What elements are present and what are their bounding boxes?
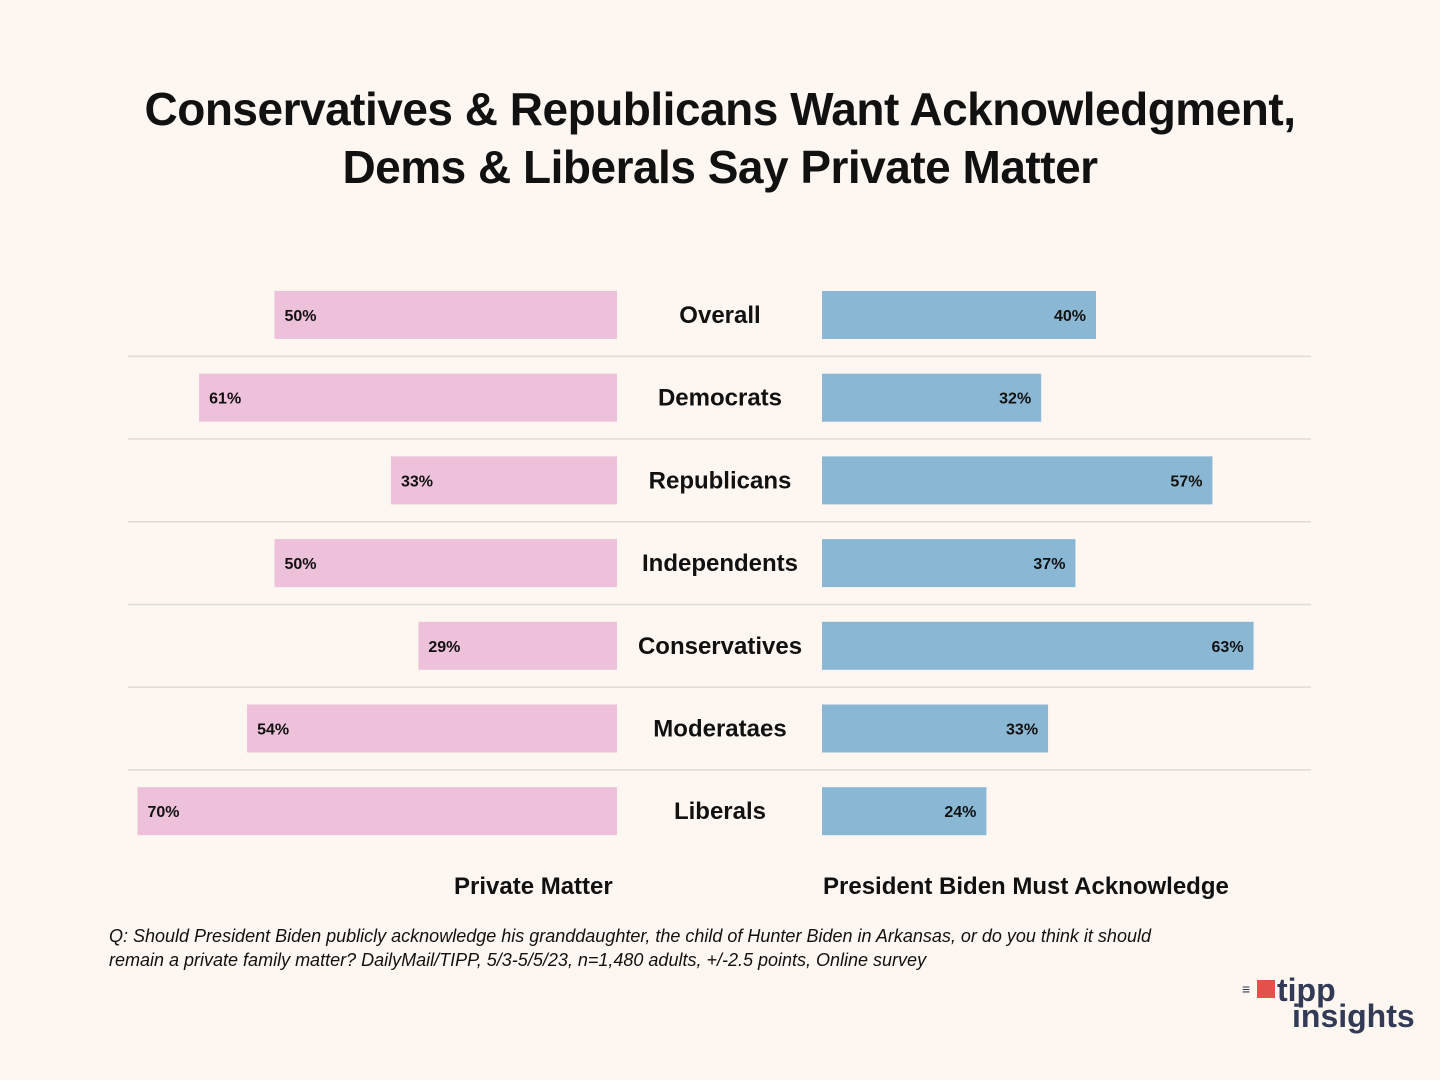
value-label-acknowledge: 24% (944, 804, 976, 821)
footnote: Q: Should President Biden publicly ackno… (109, 924, 1329, 972)
bar-private-matter-moderataes (247, 704, 617, 753)
category-label: Democrats (658, 385, 782, 412)
category-label: Conservatives (638, 633, 802, 660)
chart-title: Conservatives & Republicans Want Acknowl… (0, 80, 1440, 196)
value-label-acknowledge: 57% (1170, 473, 1202, 490)
value-label-acknowledge: 32% (999, 391, 1031, 408)
footnote-line-2: remain a private family matter? DailyMai… (109, 950, 927, 970)
category-label: Independents (642, 550, 798, 577)
bar-acknowledge-liberals (822, 787, 987, 836)
value-label-private-matter: 61% (209, 391, 241, 408)
bar-acknowledge-overall (822, 291, 1096, 339)
category-label: Liberals (674, 798, 766, 825)
bar-acknowledge-democrats (822, 373, 1042, 422)
value-label-private-matter: 50% (285, 556, 317, 573)
tipp-insights-logo: ≡ tipp insights (1242, 972, 1432, 1036)
value-label-private-matter: 54% (257, 722, 289, 739)
value-label-private-matter: 50% (285, 308, 317, 325)
title-line-1: Conservatives & Republicans Want Acknowl… (144, 83, 1296, 135)
value-label-private-matter: 33% (401, 473, 433, 490)
logo-text-tipp: tipp (1277, 972, 1336, 1008)
value-label-acknowledge: 33% (1006, 722, 1038, 739)
axis-label-right: President Biden Must Acknowledge (823, 873, 1229, 900)
bar-acknowledge-conservatives (822, 621, 1254, 670)
megaphone-icon: ≡ (1242, 981, 1251, 997)
category-label: Republicans (649, 467, 792, 494)
bar-acknowledge-independents (822, 539, 1076, 588)
value-label-private-matter: 29% (428, 639, 460, 656)
footnote-line-1: Q: Should President Biden publicly ackno… (109, 926, 1151, 946)
bar-private-matter-independents (274, 539, 617, 588)
bar-private-matter-conservatives (418, 621, 617, 670)
bar-private-matter-republicans (390, 456, 617, 505)
value-label-acknowledge: 37% (1033, 556, 1065, 573)
category-label: Overall (679, 302, 760, 329)
bar-acknowledge-moderataes (822, 704, 1049, 753)
bar-private-matter-overall (274, 291, 617, 339)
value-label-acknowledge: 63% (1212, 639, 1244, 656)
bar-private-matter-democrats (199, 373, 617, 422)
category-label: Moderataes (653, 716, 786, 743)
bar-acknowledge-republicans (822, 456, 1213, 505)
title-line-2: Dems & Liberals Say Private Matter (342, 141, 1098, 193)
axis-label-left: Private Matter (454, 873, 613, 900)
bar-private-matter-liberals (137, 787, 617, 836)
logo-text-insights: insights (1292, 998, 1415, 1034)
value-label-acknowledge: 40% (1054, 308, 1086, 325)
value-label-private-matter: 70% (148, 804, 180, 821)
logo-mark-icon (1257, 980, 1275, 998)
